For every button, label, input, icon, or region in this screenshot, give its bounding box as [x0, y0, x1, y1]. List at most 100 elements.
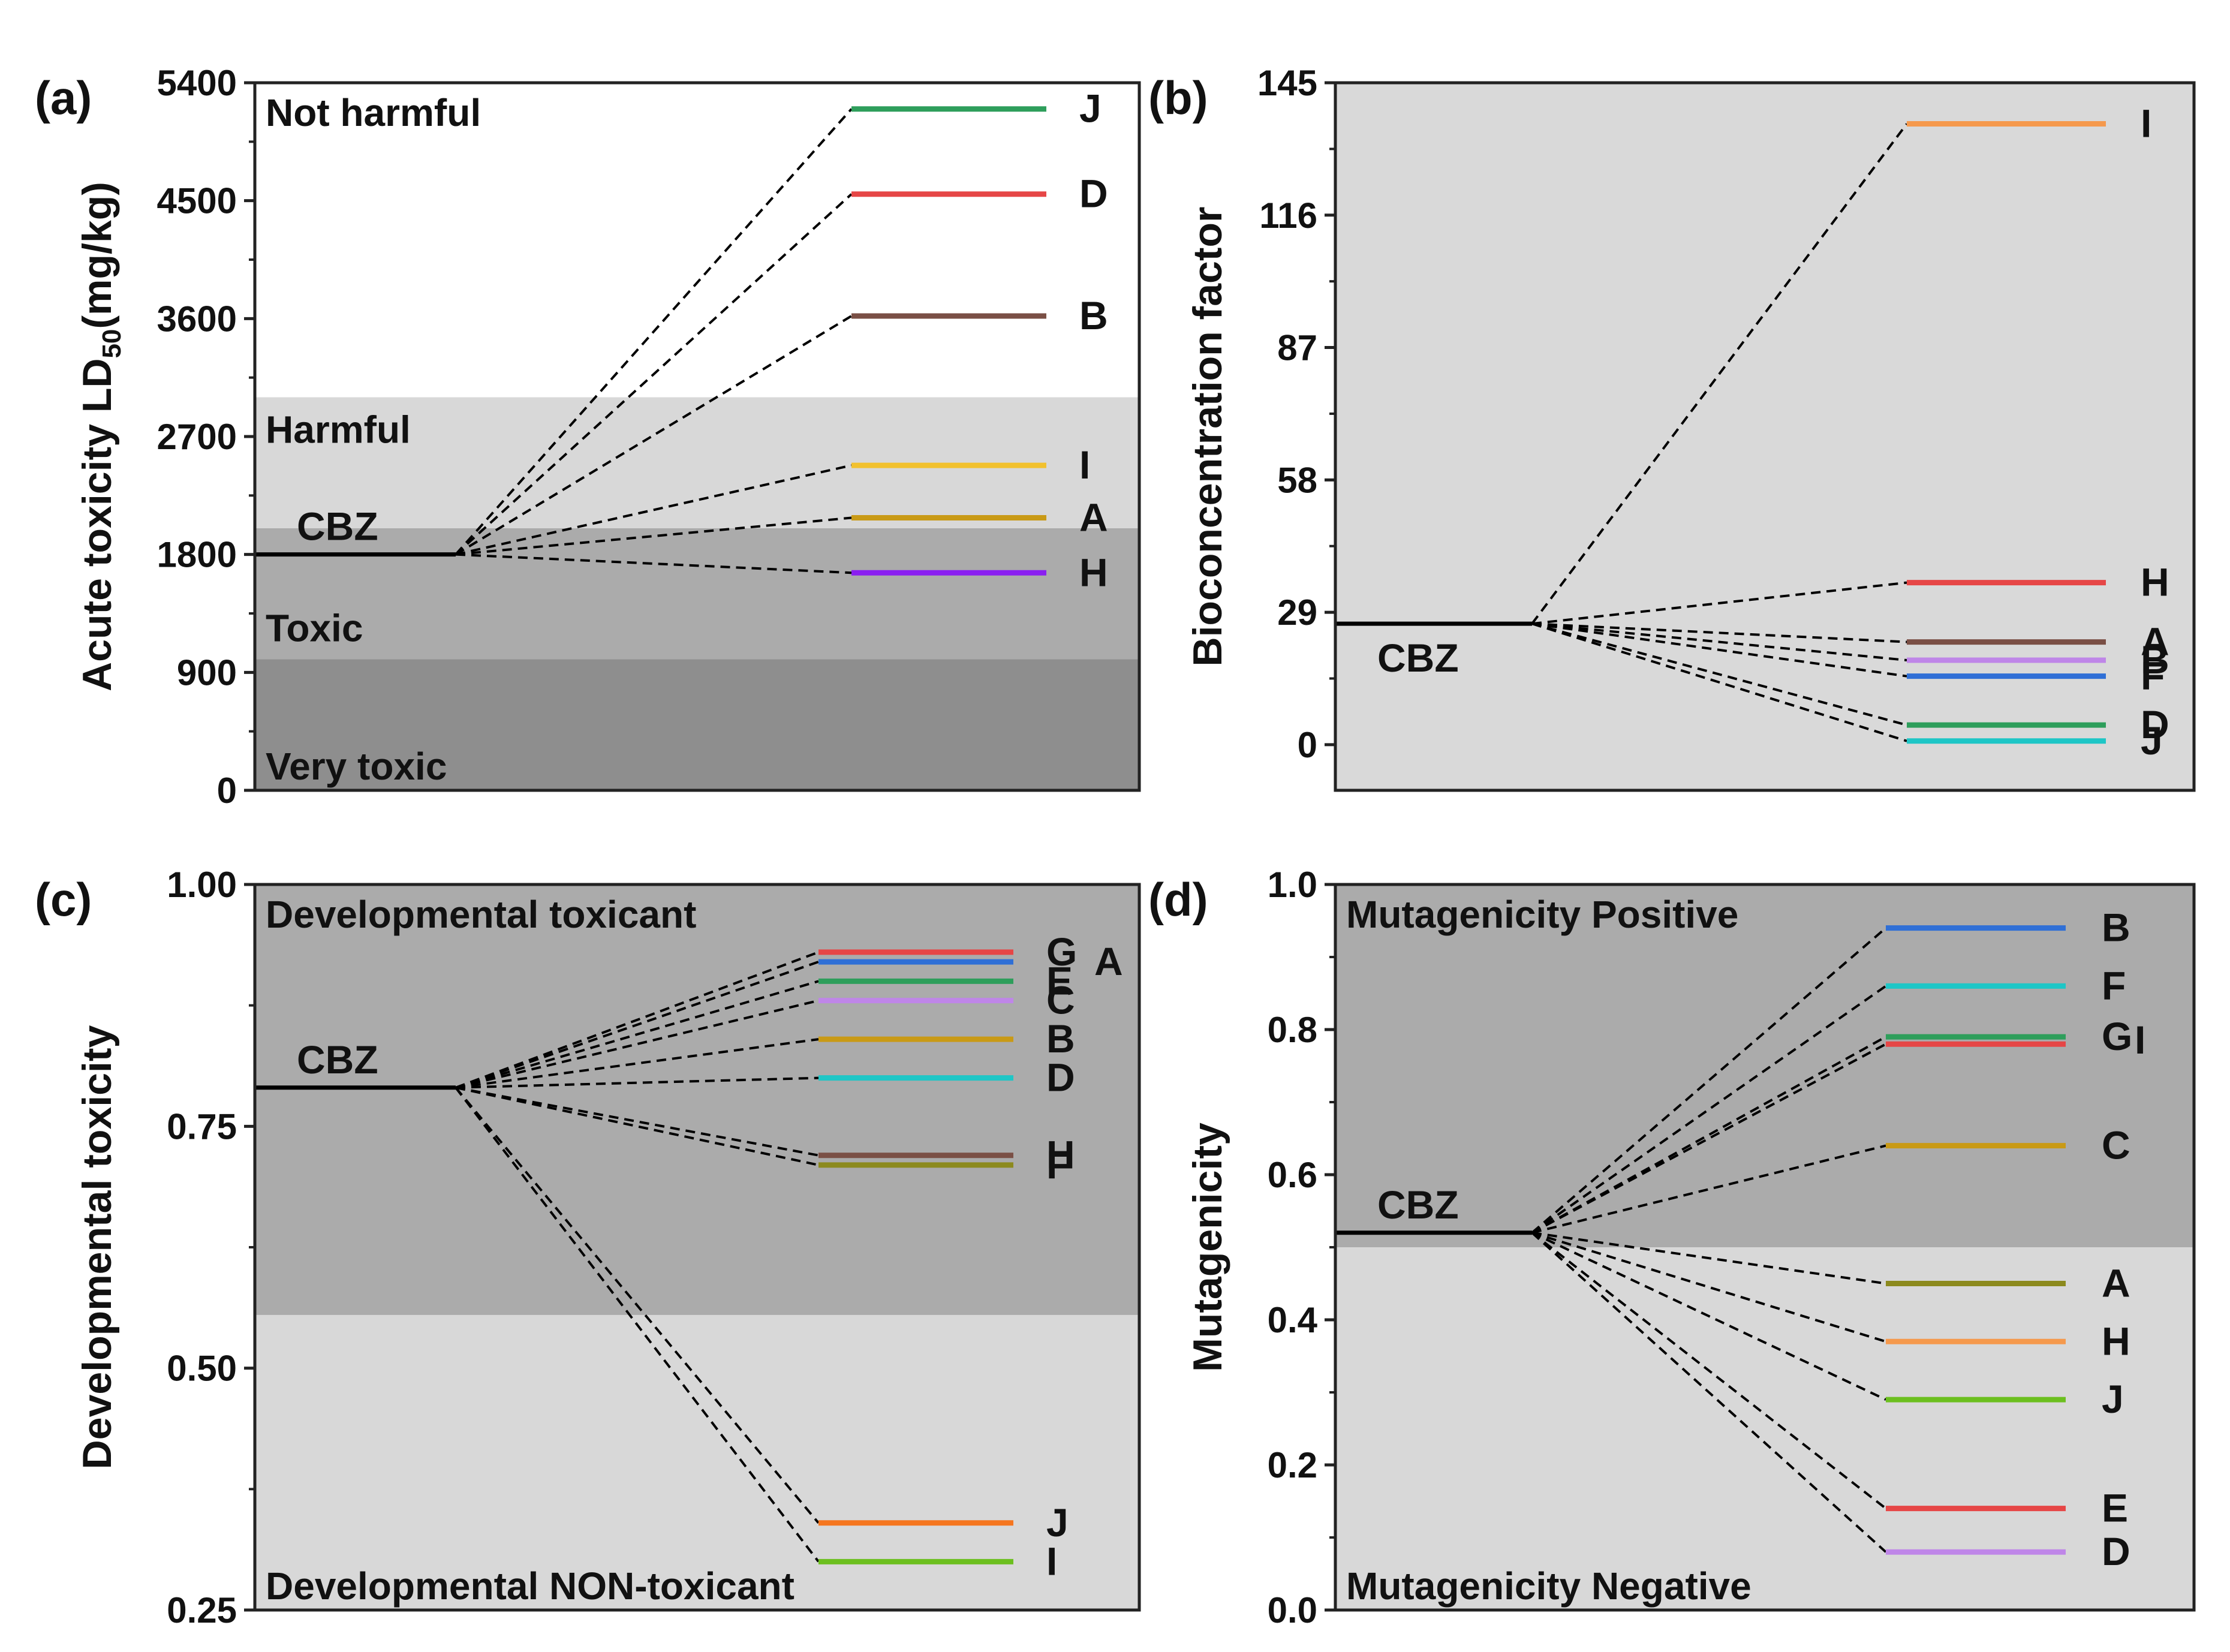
connector-line [1531, 123, 1908, 625]
reference-label: CBZ [1377, 636, 1459, 680]
connector-line [455, 1087, 820, 1524]
region-band [255, 659, 1139, 790]
product-label: E [2102, 1486, 2128, 1530]
region-label: Developmental toxicant [266, 893, 696, 936]
region-label: Toxic [266, 606, 363, 649]
reference-label: CBZ [297, 1037, 378, 1082]
region-label: Developmental NON-toxicant [266, 1564, 795, 1608]
product-label: D [1079, 171, 1108, 216]
connector-line [1531, 622, 1907, 662]
product-label: I [2141, 101, 2151, 146]
y-tick-label: 0.8 [1268, 1010, 1317, 1050]
product-label: F [1046, 1142, 1070, 1187]
y-axis-title-main: Developmental toxicity [74, 1025, 120, 1469]
connector-line [1531, 622, 1907, 643]
y-tick-label: 5400 [157, 63, 237, 103]
panel-label: (b) [1148, 71, 1208, 124]
y-tick-label: 2700 [157, 417, 237, 457]
connector-line [1531, 622, 1907, 678]
plot-frame [1334, 81, 2196, 792]
y-tick-label: 0 [217, 771, 237, 811]
connector-line [1531, 1231, 1886, 1285]
reference-label: CBZ [297, 504, 378, 549]
product-label: B [2141, 637, 2169, 682]
panel-label: (a) [35, 71, 92, 124]
product-label: A [2102, 1261, 2130, 1305]
panel-label: (c) [35, 873, 92, 926]
product-label: C [1046, 978, 1075, 1022]
y-tick-label: 29 [1277, 592, 1317, 633]
region-label: Mutagenicity Positive [1346, 893, 1738, 936]
connector-line [455, 1038, 819, 1089]
connector-line [1531, 1231, 1886, 1401]
product-label: A [1094, 939, 1123, 983]
y-axis-title-main: Acute toxicity LD [74, 359, 120, 691]
y-tick-label: 0.2 [1268, 1445, 1317, 1485]
region-band [1335, 884, 2194, 1247]
y-tick-label: 1800 [157, 535, 237, 575]
panel-c: Developmental NON-toxicant Developmental … [35, 865, 1141, 1630]
y-tick-label: 1.0 [1268, 865, 1317, 905]
y-tick-label: 4500 [157, 181, 237, 221]
connector-line [1531, 622, 1907, 727]
y-axis-title-main: Mutagenicity [1185, 1123, 1230, 1372]
connector-line [455, 1076, 819, 1089]
connector-line [455, 951, 819, 1089]
region-band [255, 884, 1139, 1315]
product-label: F [2102, 963, 2126, 1007]
product-label: H [1079, 550, 1108, 594]
y-tick-label: 116 [1259, 195, 1317, 236]
y-axis-title-main: Bioconcentration factor [1185, 207, 1230, 667]
product-label: H [2141, 560, 2169, 604]
region-label: Very toxic [266, 745, 447, 788]
y-tick-label: 0.0 [1268, 1590, 1317, 1630]
y-tick-label: 0.75 [167, 1106, 237, 1147]
product-label: B [2102, 905, 2130, 950]
product-label: B [1079, 293, 1108, 338]
product-label: A [1079, 495, 1108, 539]
y-tick-label: 0.4 [1268, 1300, 1318, 1340]
product-label: I [1079, 443, 1090, 487]
y-tick-label: 0.25 [167, 1590, 237, 1630]
product-label: H [2102, 1319, 2130, 1363]
y-axis-title-units: (mg/kg) [74, 182, 120, 329]
connector-line [455, 1087, 820, 1563]
y-tick-label: 0.50 [167, 1349, 237, 1389]
connector-line [1531, 1232, 1887, 1553]
y-tick-label: 0.6 [1268, 1155, 1317, 1195]
y-tick-label: 87 [1277, 328, 1317, 368]
region-label: Mutagenicity Negative [1346, 1564, 1752, 1608]
product-label: C [2102, 1123, 2130, 1167]
y-tick-label: 1.00 [167, 865, 237, 905]
y-tick-label: 58 [1277, 460, 1317, 500]
y-axis-title: Acute toxicity LD50(mg/kg) [74, 182, 127, 691]
y-axis-title: Mutagenicity [1185, 1123, 1230, 1372]
product-label: D [1046, 1055, 1075, 1100]
connector-line [1531, 1043, 1886, 1234]
connector-line [455, 464, 852, 556]
product-label: D [2141, 702, 2169, 747]
product-label: J [1046, 1500, 1069, 1545]
region-band [1335, 1247, 2194, 1610]
panel-a: Very toxic Toxic Harmful Not harmful CBZ JD B I… [35, 63, 1141, 811]
connector-line [1531, 622, 1907, 742]
y-tick-label: 145 [1257, 63, 1317, 103]
region-label: Harmful [266, 408, 411, 451]
product-label: G [1046, 929, 1077, 974]
connector-line [455, 108, 853, 555]
product-label: D [2102, 1529, 2130, 1573]
product-label: F [2141, 654, 2165, 698]
plot-background [1335, 83, 2194, 790]
y-axis-title: Developmental toxicity [74, 1025, 120, 1469]
connector-line [1531, 1144, 1886, 1234]
product-label: G [2102, 1014, 2132, 1058]
region-label: Not harmful [266, 91, 481, 134]
connector-line [455, 961, 819, 1089]
region-band [255, 83, 1139, 398]
y-axis-title: Bioconcentration factor [1185, 207, 1230, 667]
product-label: I [1046, 1539, 1057, 1583]
product-label: I [2135, 1018, 2145, 1062]
connector-line [455, 516, 852, 556]
